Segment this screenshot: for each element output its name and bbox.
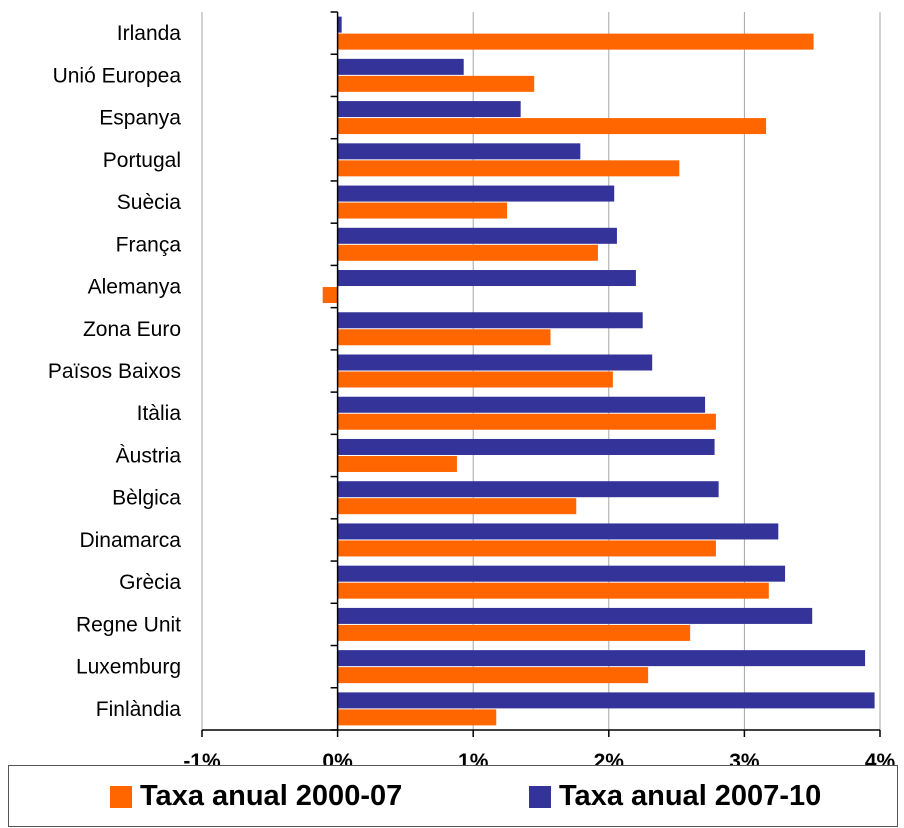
bar-2007-10: [337, 607, 813, 624]
category-label: Alemanya: [88, 276, 182, 299]
legend-label: Taxa anual 2000-07: [140, 780, 403, 812]
bar-2007-10: [337, 354, 653, 371]
category-label: Portugal: [103, 149, 181, 172]
bar-2000-07: [337, 540, 716, 557]
bar-2007-10: [337, 185, 615, 202]
category-label: Luxemburg: [76, 656, 181, 679]
bar-2000-07: [337, 202, 508, 219]
category-label: Àustria: [116, 444, 182, 467]
bar-chart: Irlanda Unió Europea Espanya Portugal Suècia…: [48, 11, 896, 765]
category-label: França: [116, 233, 182, 256]
category-label: Irlanda: [117, 22, 182, 45]
bar-2000-07: [337, 498, 577, 515]
legend-item-2000-07: Taxa anual 2000-07: [110, 780, 402, 813]
category-label: Unió Europea: [53, 64, 182, 87]
bars: [322, 16, 875, 726]
bar-2007-10: [337, 523, 779, 540]
bar-2000-07: [337, 413, 716, 430]
labels: Irlanda Unió Europea Espanya Portugal Suècia…: [48, 22, 896, 765]
axes: [201, 11, 881, 737]
bar-2007-10: [337, 16, 342, 33]
category-label: Dinamarca: [79, 529, 181, 552]
category-label: Espanya: [99, 107, 181, 130]
category-label: Suècia: [117, 191, 182, 214]
legend-swatch-blue: [529, 785, 551, 808]
legend-label: Taxa anual 2007-10: [559, 780, 822, 812]
category-label: Grècia: [119, 571, 181, 594]
x-tick-label: 2%: [594, 750, 625, 765]
x-tick-label: 0%: [322, 750, 353, 765]
bar-2000-07: [337, 160, 680, 177]
bar-2000-07: [337, 455, 457, 472]
category-label: Itàlia: [137, 402, 182, 425]
category-label: Països Baixos: [48, 360, 181, 383]
bar-2000-07: [337, 667, 649, 684]
bar-2007-10: [337, 438, 715, 455]
bar-2007-10: [337, 101, 521, 118]
bar-2007-10: [337, 692, 875, 709]
legend-item-2007-10: Taxa anual 2007-10: [529, 780, 821, 813]
bar-2007-10: [337, 650, 866, 667]
bar-2007-10: [337, 396, 706, 413]
bar-2007-10: [337, 481, 719, 498]
bar-2007-10: [337, 227, 617, 244]
bar-2000-07: [337, 33, 814, 50]
x-tick-label: -1%: [183, 750, 221, 765]
bar-2000-07: [337, 709, 497, 726]
bar-2000-07: [337, 244, 598, 261]
bar-2000-07: [337, 75, 535, 92]
bar-2000-07: [322, 287, 338, 304]
x-tick-label: 3%: [729, 750, 760, 765]
bar-2007-10: [337, 270, 636, 287]
x-tick-label: 1%: [458, 750, 489, 765]
bar-2000-07: [337, 371, 613, 388]
bar-2000-07: [337, 118, 767, 135]
bar-2007-10: [337, 58, 464, 75]
bar-2000-07: [337, 624, 691, 641]
category-label: Bèlgica: [112, 487, 181, 510]
bar-2007-10: [337, 143, 581, 160]
legend-swatch-orange: [110, 785, 132, 808]
bar-2007-10: [337, 565, 786, 582]
category-label: Regne Unit: [76, 613, 181, 636]
bar-2000-07: [337, 329, 551, 346]
category-label: Finlàndia: [96, 698, 182, 721]
bar-2000-07: [337, 582, 769, 599]
category-label: Zona Euro: [83, 318, 181, 341]
legend: Taxa anual 2000-07 Taxa anual 2007-10: [8, 765, 898, 827]
bar-2007-10: [337, 312, 643, 329]
x-tick-label: 4%: [865, 750, 896, 765]
